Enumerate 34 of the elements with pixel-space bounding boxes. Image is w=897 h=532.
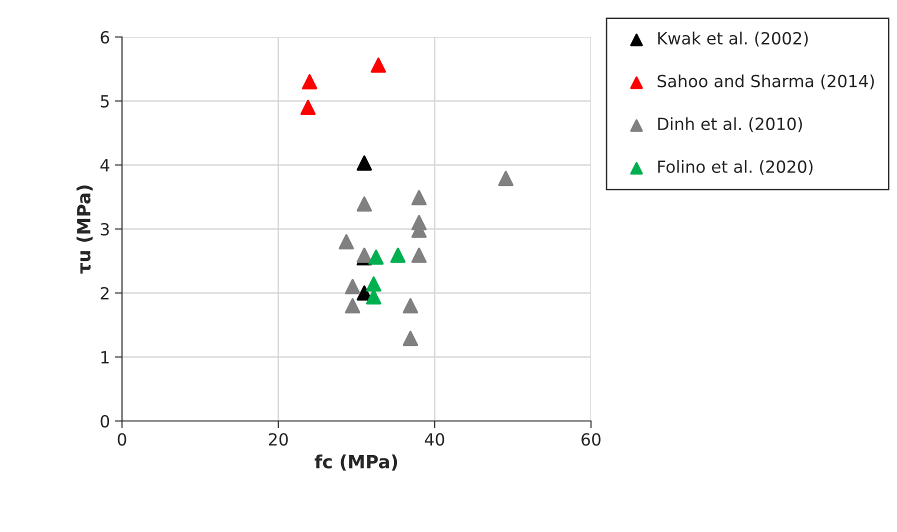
point <box>411 190 427 206</box>
point <box>300 100 316 116</box>
point <box>498 170 514 186</box>
point <box>402 298 418 314</box>
point <box>356 196 372 212</box>
x-tick-label: 0 <box>118 433 126 446</box>
y-tick-label: 3 <box>100 222 109 236</box>
legend-label: Dinh et al. (2010) <box>658 117 802 132</box>
y-tick-label: 1 <box>101 351 109 364</box>
y-tick-label: 2 <box>100 286 109 300</box>
y-tick-label: 6 <box>100 30 110 44</box>
point <box>338 234 354 250</box>
y-tick-label: 0 <box>100 414 110 428</box>
x-tick-label: 60 <box>582 433 600 446</box>
point <box>344 278 360 294</box>
point <box>402 330 418 346</box>
y-axis-title: τu (MPa) <box>76 186 93 274</box>
point <box>366 276 382 292</box>
x-tick-label: 40 <box>424 433 444 446</box>
point <box>356 285 372 301</box>
point <box>368 250 384 265</box>
point <box>302 74 318 90</box>
legend-label: Folino et al. (2020) <box>658 160 813 175</box>
legend-label: Kwak et al. (2002) <box>658 32 808 47</box>
y-tick-label: 4 <box>100 159 110 172</box>
point <box>370 58 386 73</box>
x-axis-title: fc (MPa) <box>314 454 398 471</box>
point <box>356 155 372 171</box>
x-tick-label: 20 <box>268 433 288 446</box>
legend-label: Sahoo and Sharma (2014) <box>658 74 874 90</box>
y-tick-label: 5 <box>100 95 109 108</box>
point <box>390 248 406 263</box>
point <box>411 248 427 263</box>
point <box>344 298 360 314</box>
